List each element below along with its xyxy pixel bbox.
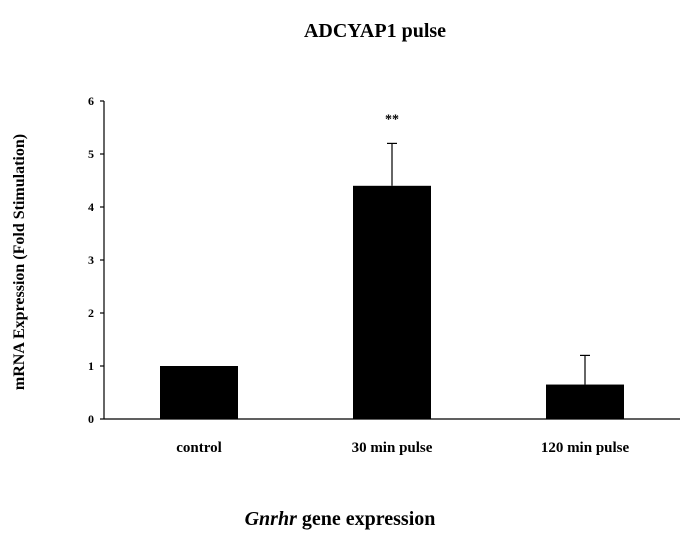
y-tick-label: 5 (88, 147, 94, 161)
y-ticks: 0 1 2 3 4 5 6 (88, 94, 104, 426)
bars: ** (160, 112, 624, 419)
chart-title: ADCYAP1 pulse (304, 20, 446, 42)
y-tick-label: 2 (88, 306, 94, 320)
x-tick-label: control (176, 440, 222, 456)
y-tick-label: 4 (88, 200, 94, 214)
y-axis-label: mRNA Expression (Fold Stimulation) (11, 134, 28, 390)
x-axis-label-gene: Gnrhr (244, 508, 297, 530)
y-tick-label: 1 (88, 359, 94, 373)
y-tick-label: 6 (88, 94, 94, 108)
bar (546, 384, 624, 419)
x-axis-label: Gnrhr gene expression (0, 508, 680, 531)
bar (353, 185, 431, 419)
x-tick-label: 30 min pulse (352, 440, 433, 456)
x-axis-label-text: gene expression (301, 508, 436, 530)
y-tick-label: 3 (88, 253, 94, 267)
significance-annotation: ** (385, 112, 399, 127)
x-tick-labels: control 30 min pulse 120 min pulse (176, 440, 629, 456)
x-tick-label: 120 min pulse (541, 440, 630, 456)
bar (160, 366, 238, 419)
y-tick-label: 0 (88, 412, 94, 426)
